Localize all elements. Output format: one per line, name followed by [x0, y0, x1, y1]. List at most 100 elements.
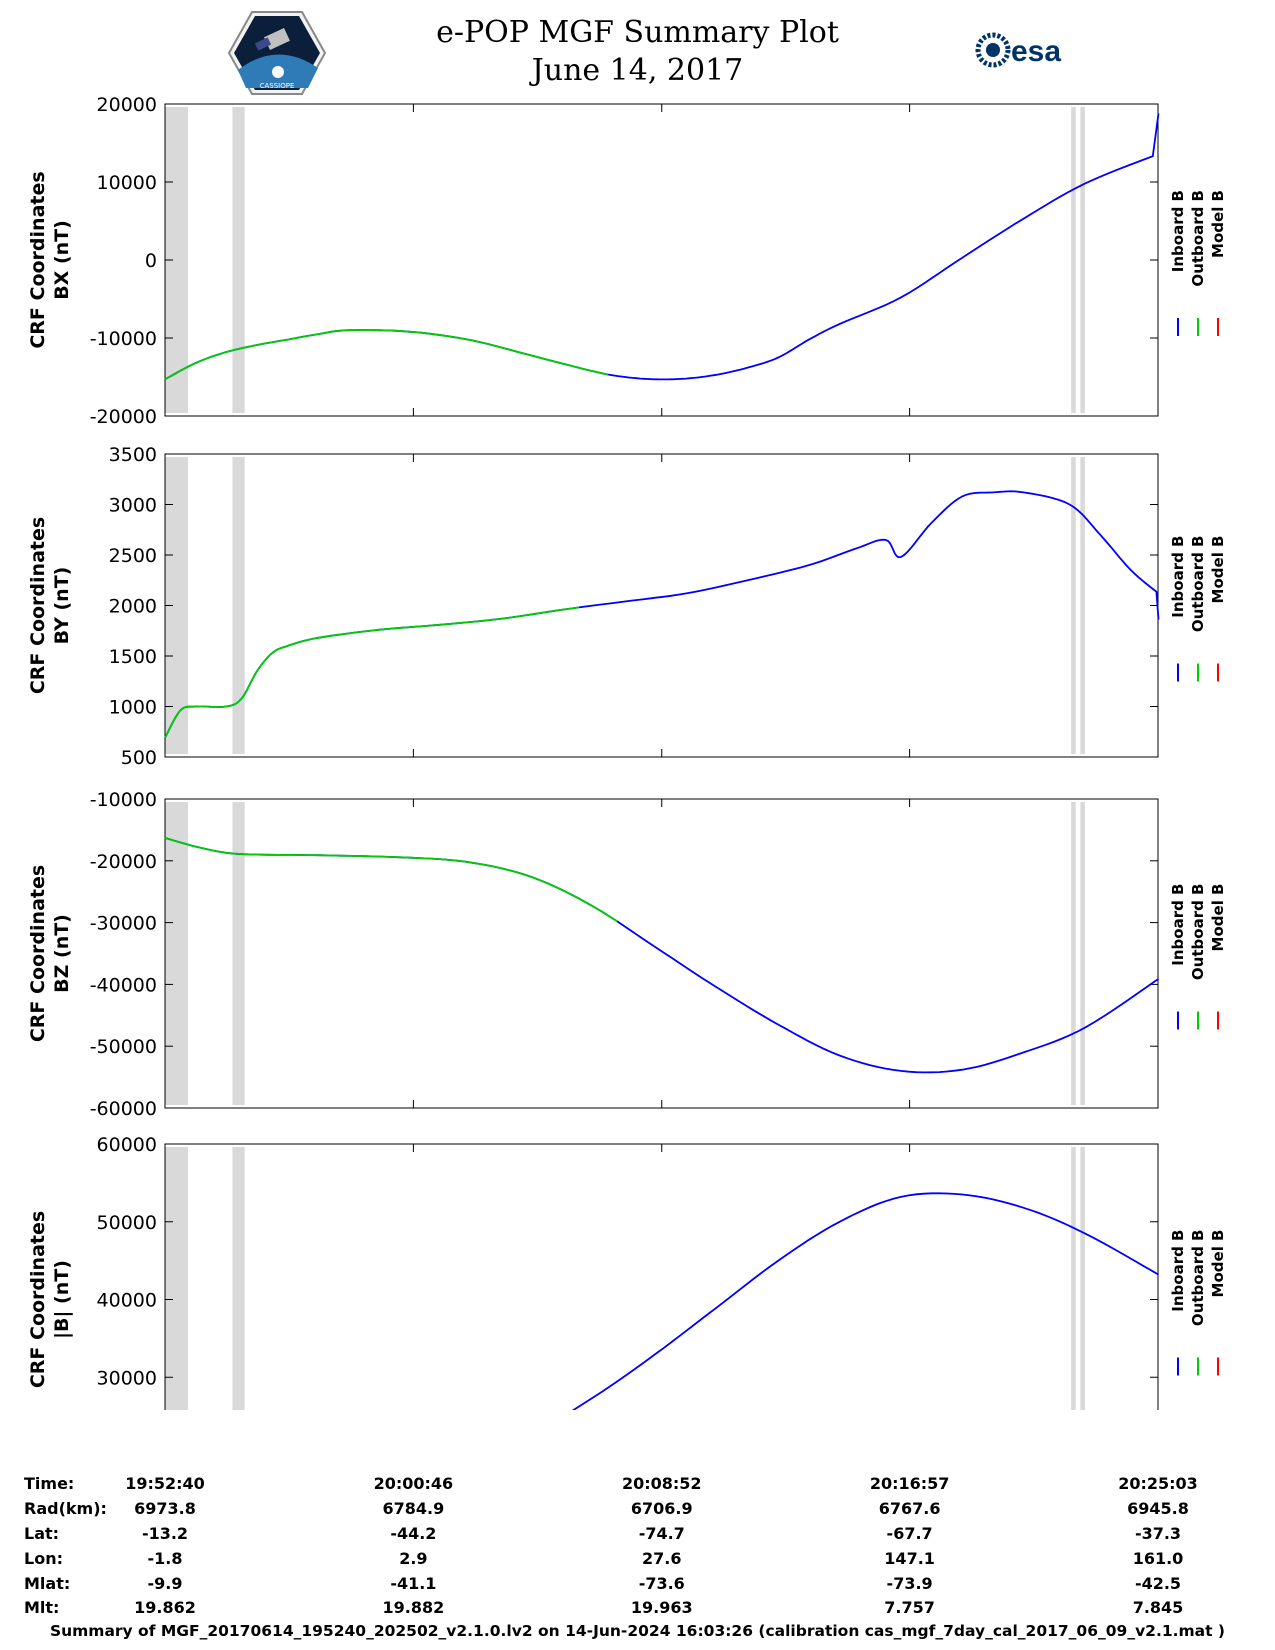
y-tick-label: -10000 — [90, 789, 157, 811]
y-axis-title-line2: BX (nT) — [51, 220, 73, 300]
ephemeris-value: 20:25:03 — [1118, 1474, 1198, 1493]
ephemeris-value: -9.9 — [147, 1574, 183, 1593]
plot-title: e-POP MGF Summary Plot — [436, 15, 839, 50]
data-gap-band — [232, 1147, 245, 1410]
y-axis-title-line1: CRF Coordinates — [27, 517, 49, 694]
y-tick-label: 10000 — [97, 172, 157, 194]
ephemeris-value: 2.9 — [399, 1549, 428, 1568]
series-model-b — [164, 490, 1160, 739]
data-gap-band — [165, 107, 188, 413]
cassiope-logo: CASSIOPE — [228, 11, 326, 95]
ephemeris-value: -1.8 — [147, 1549, 183, 1568]
y-axis-title-line1: CRF Coordinates — [27, 865, 49, 1042]
ephemeris-value: 161.0 — [1132, 1549, 1184, 1568]
series-inboard-b — [164, 113, 1160, 381]
legend-label: Inboard B — [1169, 536, 1187, 618]
ephemeris-value: 20:00:46 — [373, 1474, 454, 1493]
series-model-b — [164, 837, 1159, 1074]
y-tick-label: 2500 — [109, 545, 157, 567]
y-tick-label: 500 — [121, 747, 157, 769]
ephemeris-value: 7.757 — [884, 1598, 935, 1617]
data-gap-band — [1080, 457, 1085, 754]
ephemeris-row-label: Lat: — [24, 1524, 60, 1543]
esa-logo-text: esa — [1011, 35, 1061, 68]
legend-label: Model B — [1209, 884, 1227, 952]
legend-label: Model B — [1209, 190, 1227, 258]
plot-date: June 14, 2017 — [531, 53, 744, 88]
series-inboard-b — [571, 1192, 1159, 1410]
ephemeris-value: 19:52:40 — [125, 1474, 205, 1493]
ephemeris-value: 6784.9 — [382, 1499, 445, 1518]
y-tick-label: -20000 — [90, 851, 157, 873]
legend-label: Outboard B — [1189, 884, 1207, 981]
y-tick-label: -10000 — [90, 328, 157, 350]
data-gap-band — [1071, 457, 1076, 754]
panel-frame — [164, 103, 1159, 417]
y-axis-title-line2: BY (nT) — [51, 567, 73, 645]
data-gap-band — [1080, 802, 1085, 1105]
data-gap-band — [1071, 802, 1076, 1105]
ephemeris-value: -37.3 — [1134, 1524, 1182, 1543]
ephemeris-value: 20:08:52 — [621, 1474, 702, 1493]
data-gap-band — [232, 457, 245, 754]
ephemeris-value: 6973.8 — [134, 1499, 196, 1518]
legend-label: Inboard B — [1169, 190, 1187, 272]
series-inboard-b — [164, 837, 1160, 1074]
data-gap-band — [1071, 107, 1076, 413]
legend-label: Inboard B — [1169, 1230, 1187, 1312]
data-gap-band — [1080, 107, 1085, 413]
data-gap-band — [232, 107, 245, 413]
y-tick-label: 1500 — [109, 646, 157, 668]
ephemeris-value: 27.6 — [642, 1549, 682, 1568]
y-tick-label: -20000 — [90, 406, 157, 428]
data-gap-band — [165, 802, 188, 1105]
ephemeris-row-label: Time: — [24, 1474, 75, 1493]
y-tick-label: 1000 — [109, 697, 157, 719]
plot-title-block: e-POP MGF Summary Plot June 14, 2017 — [0, 14, 1275, 90]
y-axis-title-line2: |B| (nT) — [51, 1260, 73, 1339]
legend-label: Model B — [1209, 536, 1227, 604]
ephemeris-value: 6706.9 — [630, 1499, 693, 1518]
data-gap-band — [232, 802, 245, 1105]
ephemeris-value: 20:16:57 — [869, 1474, 950, 1493]
ephemeris-value: -41.1 — [390, 1574, 437, 1593]
y-tick-label: 20000 — [97, 94, 157, 116]
series-outboard-b — [164, 606, 580, 739]
data-gap-band — [165, 457, 188, 754]
ephemeris-value: -42.5 — [1134, 1574, 1182, 1593]
legend-label: Outboard B — [1189, 1230, 1207, 1327]
y-axis-title-line1: CRF Coordinates — [27, 171, 49, 348]
ephemeris-row-label: Rad(km): — [24, 1499, 107, 1518]
esa-logo: esa — [975, 32, 1061, 68]
legend-label: Outboard B — [1189, 190, 1207, 287]
y-tick-label: 60000 — [97, 1134, 157, 1156]
series-inboard-b — [164, 490, 1160, 739]
ephemeris-value: -74.7 — [638, 1524, 685, 1543]
ephemeris-row-label: Mlt: — [24, 1598, 60, 1617]
y-axis-title-line2: BZ (nT) — [51, 914, 73, 993]
ephemeris-value: 19.882 — [382, 1598, 445, 1617]
ephemeris-value: 147.1 — [884, 1549, 935, 1568]
footer-summary: Summary of MGF_20170614_195240_202502_v2… — [49, 1622, 1226, 1640]
ephemeris-row-label: Lon: — [24, 1549, 63, 1568]
series-model-b — [572, 1192, 1159, 1410]
series-outboard-b — [164, 837, 618, 923]
ephemeris-row-label: Mlat: — [24, 1574, 71, 1593]
y-tick-label: -50000 — [90, 1036, 157, 1058]
panel-frame — [164, 798, 1159, 1109]
data-gap-band — [165, 1147, 188, 1410]
y-tick-label: -60000 — [90, 1098, 157, 1120]
y-tick-label: 3500 — [109, 444, 157, 466]
ephemeris-value: -73.9 — [886, 1574, 933, 1593]
y-tick-label: -40000 — [90, 974, 157, 996]
ephemeris-value: 7.845 — [1132, 1598, 1184, 1617]
ephemeris-value: 6767.6 — [878, 1499, 941, 1518]
data-gap-band — [1080, 1147, 1085, 1410]
data-gap-band — [1071, 1147, 1076, 1410]
y-axis-title-line1: CRF Coordinates — [27, 1211, 49, 1388]
ephemeris-value: -13.2 — [141, 1524, 189, 1543]
ephemeris-value: -73.6 — [638, 1574, 685, 1593]
legend-label: Inboard B — [1169, 884, 1187, 966]
ephemeris-value: 19.862 — [134, 1598, 196, 1617]
